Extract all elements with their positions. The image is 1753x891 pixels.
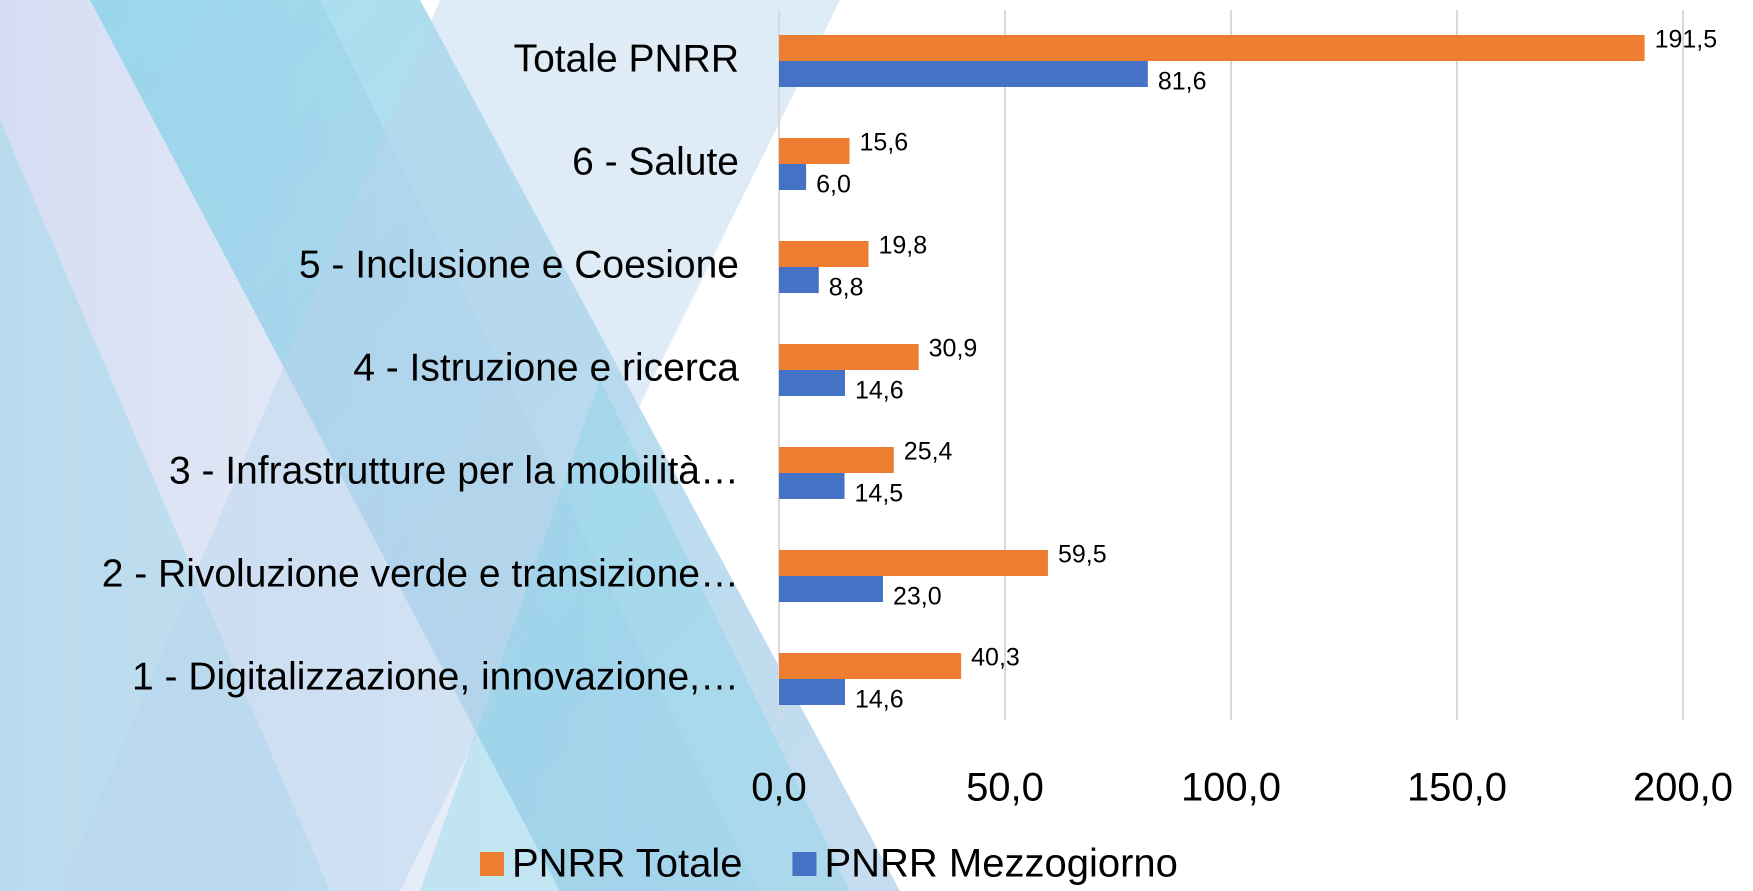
data-label: 59,5 xyxy=(1058,541,1107,569)
y-tick-label: 3 - Infrastrutture per la mobilità… xyxy=(169,449,739,492)
y-tick-label: 6 - Salute xyxy=(572,140,739,183)
bar xyxy=(779,61,1148,87)
bar xyxy=(779,344,919,370)
data-label: 30,9 xyxy=(929,335,978,363)
y-tick-label: 5 - Inclusione e Coesione xyxy=(299,243,739,286)
legend-swatch xyxy=(480,852,504,876)
x-tick-label: 100,0 xyxy=(1181,766,1281,810)
bar xyxy=(779,679,845,705)
bar xyxy=(779,653,962,679)
data-label: 6,0 xyxy=(816,171,851,199)
bar xyxy=(779,447,894,473)
data-label: 14,5 xyxy=(855,480,904,508)
bar xyxy=(779,473,845,499)
legend-label: PNRR Totale xyxy=(512,842,742,886)
y-tick-label: Totale PNRR xyxy=(514,37,739,80)
bar xyxy=(779,35,1645,61)
data-label: 25,4 xyxy=(904,438,953,466)
background-decoration xyxy=(0,0,900,891)
bar xyxy=(779,164,807,190)
bar xyxy=(779,267,819,293)
y-tick-label: 4 - Istruzione e ricerca xyxy=(353,346,739,389)
data-label: 19,8 xyxy=(878,232,927,260)
x-tick-label: 150,0 xyxy=(1407,766,1507,810)
y-tick-label: 1 - Digitalizzazione, innovazione,… xyxy=(132,655,739,698)
data-label: 15,6 xyxy=(860,129,909,157)
data-label: 40,3 xyxy=(971,644,1020,672)
data-label: 8,8 xyxy=(829,274,864,302)
x-tick-label: 200,0 xyxy=(1633,766,1733,810)
data-label: 23,0 xyxy=(893,583,942,611)
y-tick-label: 2 - Rivoluzione verde e transizione… xyxy=(102,552,739,595)
bar xyxy=(779,370,845,396)
data-label: 14,6 xyxy=(855,686,904,714)
bar xyxy=(779,241,869,267)
legend-swatch xyxy=(792,852,817,876)
bar xyxy=(779,550,1048,576)
x-tick-label: 50,0 xyxy=(966,766,1044,810)
data-label: 14,6 xyxy=(855,377,904,405)
x-tick-label: 0,0 xyxy=(751,766,807,810)
data-label: 81,6 xyxy=(1158,68,1207,96)
bar xyxy=(779,576,883,602)
legend-label: PNRR Mezzogiorno xyxy=(824,842,1177,886)
data-label: 191,5 xyxy=(1655,26,1718,54)
bar xyxy=(779,138,850,164)
